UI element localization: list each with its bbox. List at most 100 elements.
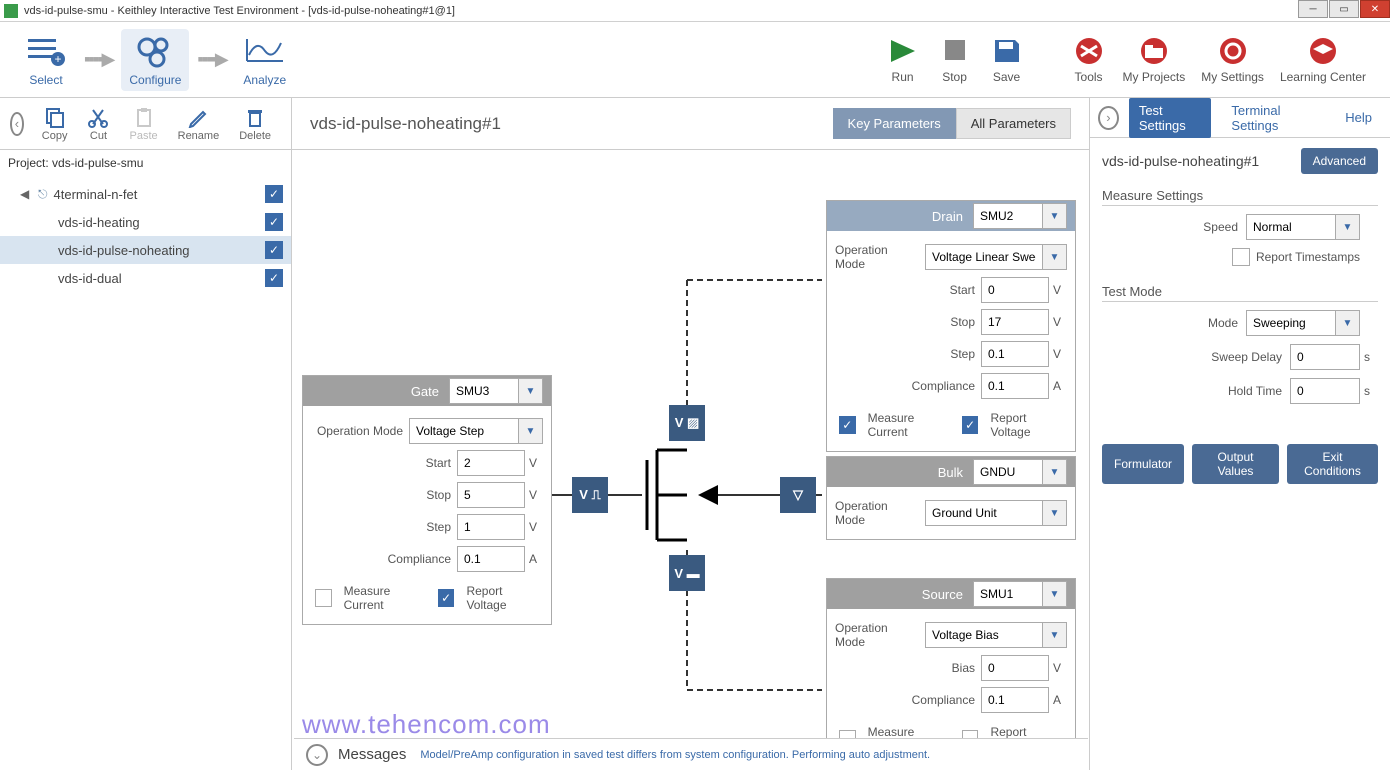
myprojects-button[interactable]: My Projects <box>1115 32 1194 88</box>
tree-check[interactable]: ✓ <box>265 241 283 259</box>
tree-check[interactable]: ✓ <box>265 185 283 203</box>
device-icon: ⎋ <box>38 187 48 202</box>
gate-step-input[interactable] <box>457 514 525 540</box>
tree-check[interactable]: ✓ <box>265 213 283 231</box>
drain-meascurrent-check[interactable]: ✓ <box>839 416 856 434</box>
configure-button[interactable]: Configure <box>121 29 189 91</box>
rename-button[interactable]: Rename <box>168 104 230 144</box>
formulator-button[interactable]: Formulator <box>1102 444 1184 484</box>
bulk-smu-value[interactable] <box>973 459 1043 485</box>
chevron-down-icon[interactable]: ▼ <box>1043 500 1067 526</box>
tree-item[interactable]: vds-id-heating ✓ <box>0 208 291 236</box>
meascurrent-label: Measure Current <box>344 584 426 612</box>
gate-smu-value[interactable] <box>449 378 519 404</box>
mode-value[interactable] <box>1246 310 1336 336</box>
drain-header: Drain ▼ <box>827 201 1075 231</box>
gate-smu-select[interactable]: ▼ <box>449 378 543 404</box>
help-link[interactable]: Help <box>1335 105 1382 130</box>
run-button[interactable]: Run <box>877 32 929 88</box>
chevron-down-icon[interactable]: ▼ <box>1043 244 1067 270</box>
select-button[interactable]: + Select <box>16 29 76 91</box>
close-button[interactable]: ✕ <box>1360 0 1390 18</box>
source-smu-value[interactable] <box>973 581 1043 607</box>
source-opmode-value[interactable] <box>925 622 1043 648</box>
drain-start-input[interactable] <box>981 277 1049 303</box>
tree-item[interactable]: vds-id-dual ✓ <box>0 264 291 292</box>
sweepdelay-input[interactable] <box>1290 344 1360 370</box>
configure-icon <box>133 33 177 69</box>
mode-select[interactable]: ▼ <box>1246 310 1360 336</box>
bulk-opmode-select[interactable]: ▼ <box>925 500 1067 526</box>
drain-repvoltage-check[interactable]: ✓ <box>962 416 979 434</box>
tab-all-parameters[interactable]: All Parameters <box>956 108 1071 139</box>
drain-opmode-select[interactable]: ▼ <box>925 244 1067 270</box>
gate-repvoltage-check[interactable]: ✓ <box>438 589 455 607</box>
holdtime-input[interactable] <box>1290 378 1360 404</box>
unit: s <box>1364 350 1378 364</box>
bulk-opmode-value[interactable] <box>925 500 1043 526</box>
chevron-down-icon[interactable]: ▼ <box>1043 581 1067 607</box>
chevron-down-icon[interactable]: ▼ <box>1043 459 1067 485</box>
chevron-down-icon[interactable]: ▼ <box>1043 622 1067 648</box>
collapse-icon[interactable]: ◀ <box>20 187 32 201</box>
mysettings-button[interactable]: My Settings <box>1193 32 1272 88</box>
bias-label: Bias <box>952 661 975 675</box>
minimize-button[interactable]: ─ <box>1298 0 1328 18</box>
cut-button[interactable]: Cut <box>77 104 119 144</box>
report-timestamps-check[interactable] <box>1232 248 1250 266</box>
chevron-down-icon[interactable]: ▼ <box>519 418 543 444</box>
output-values-button[interactable]: Output Values <box>1192 444 1279 484</box>
chevron-down-icon[interactable]: ▼ <box>1336 214 1360 240</box>
tree-check[interactable]: ✓ <box>265 269 283 287</box>
gate-compliance-input[interactable] <box>457 546 525 572</box>
tab-terminal-settings[interactable]: Terminal Settings <box>1221 98 1325 138</box>
tab-key-parameters[interactable]: Key Parameters <box>833 108 956 139</box>
drain-compliance-input[interactable] <box>981 373 1049 399</box>
source-compliance-input[interactable] <box>981 687 1049 713</box>
chevron-down-icon[interactable]: ▼ <box>1336 310 1360 336</box>
back-button[interactable]: ‹ <box>10 112 24 136</box>
gate-opmode-value[interactable] <box>409 418 519 444</box>
drain-smu-value[interactable] <box>973 203 1043 229</box>
drain-smu-select[interactable]: ▼ <box>973 203 1067 229</box>
tree-item-label: vds-id-pulse-noheating <box>58 243 265 258</box>
analyze-button[interactable]: Analyze <box>235 29 295 91</box>
maximize-button[interactable]: ▭ <box>1329 0 1359 18</box>
delete-button[interactable]: Delete <box>229 104 281 144</box>
drain-opmode-value[interactable] <box>925 244 1043 270</box>
gate-stop-input[interactable] <box>457 482 525 508</box>
titlebar: vds-id-pulse-smu - Keithley Interactive … <box>0 0 1390 22</box>
gate-opmode-select[interactable]: ▼ <box>409 418 543 444</box>
paste-button[interactable]: Paste <box>119 104 167 144</box>
report-timestamps-label: Report Timestamps <box>1256 250 1360 264</box>
gate-start-input[interactable] <box>457 450 525 476</box>
advanced-button[interactable]: Advanced <box>1301 148 1378 174</box>
measure-settings-label: Measure Settings <box>1102 188 1378 206</box>
gate-meascurrent-check[interactable] <box>315 589 332 607</box>
tools-button[interactable]: Tools <box>1063 32 1115 88</box>
exit-conditions-button[interactable]: Exit Conditions <box>1287 444 1378 484</box>
drain-stop-input[interactable] <box>981 309 1049 335</box>
source-bias-input[interactable] <box>981 655 1049 681</box>
delete-label: Delete <box>239 130 271 142</box>
chevron-down-icon[interactable]: ▼ <box>1043 203 1067 229</box>
bulk-smu-select[interactable]: ▼ <box>973 459 1067 485</box>
save-button[interactable]: Save <box>981 32 1033 88</box>
tab-test-settings[interactable]: Test Settings <box>1129 98 1212 138</box>
learning-button[interactable]: Learning Center <box>1272 32 1374 88</box>
tree-root[interactable]: ◀ ⎋ 4terminal-n-fet ✓ <box>0 180 291 208</box>
source-smu-select[interactable]: ▼ <box>973 581 1067 607</box>
unit: V <box>1053 283 1067 297</box>
forward-button[interactable]: › <box>1098 106 1119 130</box>
copy-button[interactable]: Copy <box>32 104 78 144</box>
speed-value[interactable] <box>1246 214 1336 240</box>
tree-item[interactable]: vds-id-pulse-noheating ✓ <box>0 236 291 264</box>
chevron-down-icon[interactable]: ▼ <box>519 378 543 404</box>
messages-toggle[interactable]: ⌄ <box>306 744 328 766</box>
window-controls: ─ ▭ ✕ <box>1297 0 1390 18</box>
source-opmode-select[interactable]: ▼ <box>925 622 1067 648</box>
drain-step-input[interactable] <box>981 341 1049 367</box>
speed-select[interactable]: ▼ <box>1246 214 1360 240</box>
project-label: Project: vds-id-pulse-smu <box>0 150 291 176</box>
stop-button[interactable]: Stop <box>929 32 981 88</box>
